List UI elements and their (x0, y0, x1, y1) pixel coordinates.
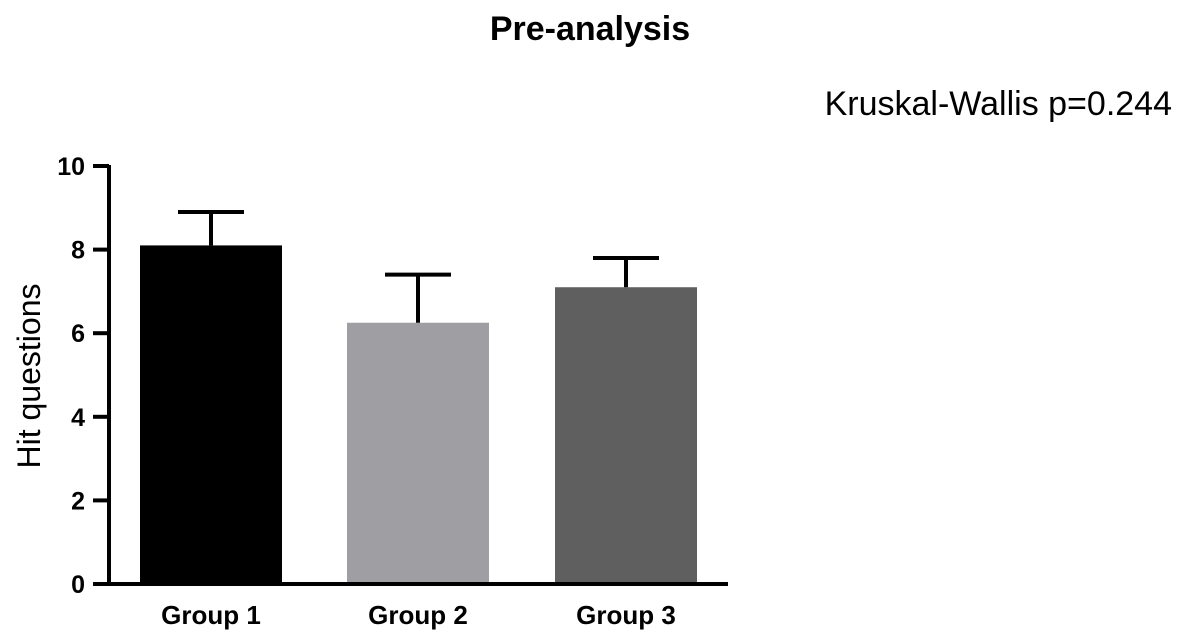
y-tick-label-6: 6 (71, 320, 85, 348)
y-tick-label-0: 0 (71, 571, 85, 599)
y-tick-label-2: 2 (71, 487, 85, 515)
chart-title: Pre-analysis (490, 10, 690, 48)
x-tick-label-3: Group 3 (576, 600, 676, 630)
x-tick-label-1: Group 1 (161, 600, 261, 630)
stat-annotation: Kruskal-Wallis p=0.244 (825, 85, 1172, 123)
bar-1 (140, 245, 282, 585)
bar-3 (555, 287, 697, 584)
plot-area: Group 1 Group 2 Group 3 0 2 4 6 8 10 (57, 153, 728, 630)
y-axis-label: Hit questions (11, 284, 47, 469)
y-tick-label-8: 8 (71, 237, 85, 265)
y-tick-label-10: 10 (57, 153, 85, 181)
y-tick-label-4: 4 (71, 404, 85, 432)
x-tick-label-2: Group 2 (368, 600, 468, 630)
bar-2 (347, 322, 489, 584)
